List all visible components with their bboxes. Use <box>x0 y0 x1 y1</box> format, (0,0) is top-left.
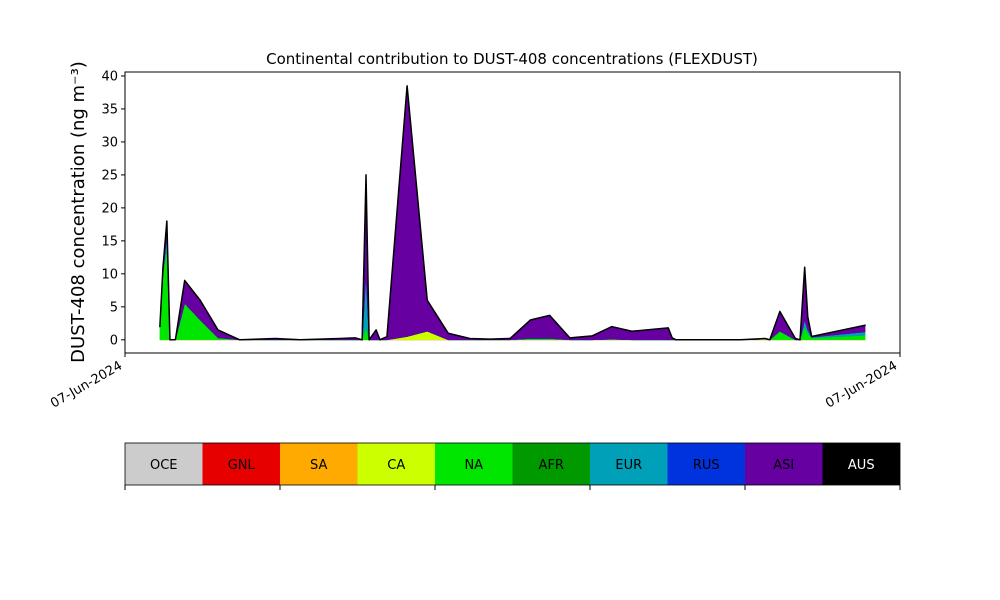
colorbar-frame <box>124 442 901 486</box>
area <box>159 234 866 341</box>
area <box>159 85 866 341</box>
x-tick-label: 07-Jun-2024 <box>823 358 900 411</box>
plot-frame <box>124 71 901 354</box>
colorbar-swatch <box>667 443 745 485</box>
y-axis-label: DUST-408 concentration (ng m⁻³) <box>68 61 89 363</box>
legend-label: EUR <box>615 458 642 473</box>
colorbar-swatch <box>512 443 590 485</box>
colorbar-swatch <box>357 443 435 485</box>
legend-label: NA <box>464 458 483 473</box>
y-tick-label: 10 <box>101 267 118 282</box>
y-tick-label: 5 <box>110 300 118 315</box>
legend-label: SA <box>310 458 327 473</box>
legend-label: CA <box>387 458 405 473</box>
y-tick-label: 0 <box>110 333 118 348</box>
colorbar-swatch <box>745 443 823 485</box>
y-tick-label: 20 <box>101 201 118 216</box>
colorbar-swatch <box>125 443 203 485</box>
x-tick-label: 07-Jun-2024 <box>48 358 125 411</box>
y-tick-label: 40 <box>101 69 118 84</box>
colorbar-swatch <box>280 443 358 485</box>
colorbar-swatch <box>202 443 280 485</box>
area <box>159 247 866 341</box>
legend-label: AUS <box>848 458 875 473</box>
colorbar-swatch <box>822 443 900 485</box>
y-tick-label: 15 <box>101 234 118 249</box>
y-tick-label: 25 <box>101 168 118 183</box>
legend-label: ASI <box>773 458 794 473</box>
colorbar-swatch <box>590 443 668 485</box>
colorbar-ticks <box>124 485 901 490</box>
legend-label: RUS <box>693 458 720 473</box>
legend-label: AFR <box>539 458 564 473</box>
area <box>159 234 866 341</box>
legend-label: GNL <box>228 458 256 473</box>
chart-title: Continental contribution to DUST-408 con… <box>266 50 758 68</box>
y-tick-label: 35 <box>101 102 118 117</box>
legend-label: OCE <box>150 458 178 473</box>
y-tick-label: 30 <box>101 135 118 150</box>
area <box>159 247 866 341</box>
area <box>159 85 866 341</box>
colorbar-swatch <box>435 443 513 485</box>
